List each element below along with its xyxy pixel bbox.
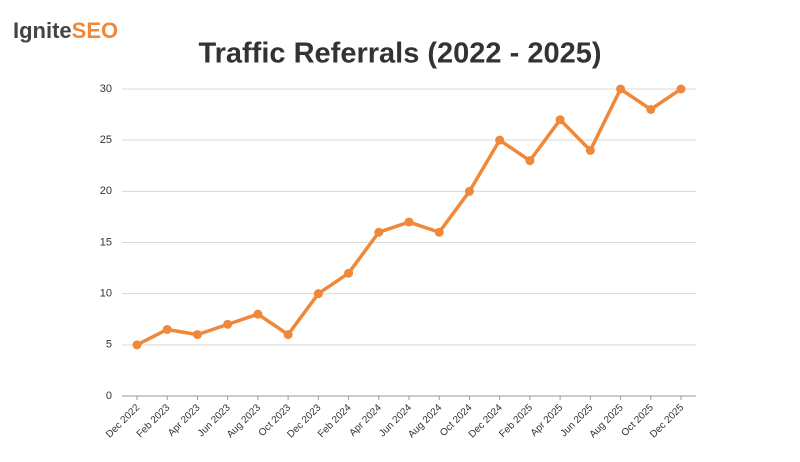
- x-tick-label: Feb 2024: [316, 402, 354, 440]
- point: [344, 268, 354, 278]
- point: [404, 217, 414, 227]
- x-tick-label: Dec 2025: [648, 402, 686, 440]
- point: [253, 309, 263, 319]
- point: [555, 115, 565, 125]
- point: [464, 186, 474, 196]
- point: [585, 145, 595, 155]
- point: [374, 227, 384, 237]
- y-tick-label: 25: [100, 134, 112, 146]
- point: [192, 330, 202, 340]
- point: [525, 156, 535, 166]
- logo-dark: Ignite: [13, 18, 72, 43]
- point: [313, 289, 323, 299]
- logo: IgniteSEO: [13, 18, 118, 43]
- chart-title: Traffic Referrals (2022 - 2025): [199, 38, 602, 70]
- point: [495, 135, 505, 145]
- x-tick-label: Feb 2025: [497, 402, 535, 440]
- y-tick-label: 10: [100, 288, 112, 300]
- y-tick-label: 0: [106, 390, 112, 402]
- line: [136, 87, 682, 347]
- x-tick-label: Aug 2025: [588, 402, 626, 440]
- y-tick-label: 20: [100, 185, 112, 197]
- y-tick-label: 15: [100, 236, 112, 248]
- point: [223, 319, 233, 329]
- point: [162, 324, 172, 334]
- point: [676, 84, 686, 94]
- point: [132, 340, 142, 350]
- point: [434, 227, 444, 237]
- point: [616, 84, 626, 94]
- x-tick-label: Feb 2023: [135, 402, 173, 440]
- x-tick-label: Aug 2024: [406, 402, 444, 440]
- point: [283, 330, 293, 340]
- y-tick-label: 30: [100, 83, 112, 95]
- logo-accent: SEO: [72, 18, 118, 43]
- point: [646, 104, 656, 114]
- y-tick-label: 5: [106, 339, 112, 351]
- x-tick-label: Aug 2023: [225, 402, 263, 440]
